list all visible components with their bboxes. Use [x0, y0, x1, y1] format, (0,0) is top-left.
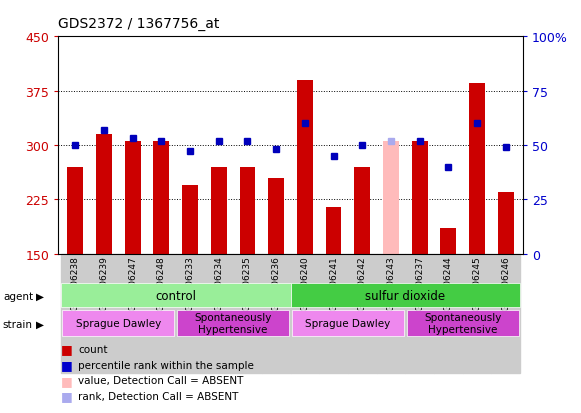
Bar [469, 84, 485, 254]
Text: Spontaneously
Hypertensive: Spontaneously Hypertensive [424, 312, 501, 334]
Bar [440, 229, 456, 254]
Bar [297, 81, 313, 254]
Bar [348, 254, 376, 373]
Bar [125, 142, 141, 254]
Text: agent: agent [3, 291, 33, 301]
Bar [153, 142, 169, 254]
Text: percentile rank within the sample: percentile rank within the sample [78, 360, 254, 370]
Bar [205, 254, 233, 373]
Text: Sprague Dawley: Sprague Dawley [76, 318, 161, 328]
Text: sulfur dioxide: sulfur dioxide [365, 289, 445, 302]
Text: Spontaneously
Hypertensive: Spontaneously Hypertensive [195, 312, 272, 334]
Bar [262, 254, 290, 373]
Bar [233, 254, 262, 373]
Text: ■: ■ [61, 342, 73, 356]
Bar [89, 254, 119, 373]
Bar [67, 167, 83, 254]
Bar [175, 254, 205, 373]
Bar [325, 207, 342, 254]
Text: control: control [155, 289, 196, 302]
Bar [177, 310, 289, 336]
Text: ■: ■ [61, 358, 73, 371]
Bar [290, 283, 520, 308]
Bar [211, 167, 227, 254]
Bar [406, 254, 434, 373]
Bar [62, 310, 174, 336]
Bar [147, 254, 175, 373]
Bar [96, 135, 112, 254]
Bar [407, 310, 519, 336]
Bar [268, 178, 284, 254]
Text: ▶: ▶ [36, 319, 44, 329]
Bar [61, 283, 290, 308]
Text: strain: strain [3, 319, 33, 329]
Bar [498, 192, 514, 254]
Bar [290, 254, 319, 373]
Text: value, Detection Call = ABSENT: value, Detection Call = ABSENT [78, 375, 244, 385]
Bar [434, 254, 462, 373]
Text: GDS2372 / 1367756_at: GDS2372 / 1367756_at [58, 17, 220, 31]
Bar [383, 142, 399, 254]
Text: rank, Detection Call = ABSENT: rank, Detection Call = ABSENT [78, 391, 239, 401]
Bar [61, 254, 89, 373]
Bar [119, 254, 147, 373]
Text: ■: ■ [61, 389, 73, 403]
Bar [354, 167, 370, 254]
Text: ■: ■ [61, 374, 73, 387]
Bar [319, 254, 348, 373]
Text: Sprague Dawley: Sprague Dawley [305, 318, 390, 328]
Text: count: count [78, 344, 108, 354]
Bar [492, 254, 520, 373]
Bar [182, 185, 198, 254]
Bar [376, 254, 406, 373]
Bar [292, 310, 404, 336]
Bar [462, 254, 492, 373]
Bar [412, 142, 428, 254]
Bar [239, 167, 256, 254]
Text: ▶: ▶ [36, 291, 44, 301]
